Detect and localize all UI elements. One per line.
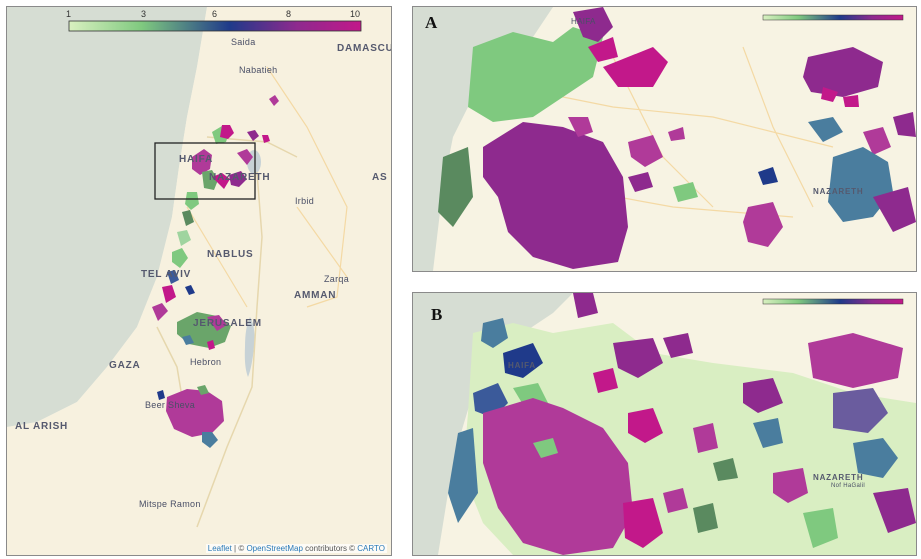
leaflet-link[interactable]: Leaflet: [207, 544, 232, 553]
city-label-gaza: GAZA: [109, 360, 141, 371]
city-label-nablus: NABLUS: [207, 249, 254, 260]
choropleth-regions: [152, 95, 279, 448]
legend-bar: [68, 20, 362, 32]
city-label-nazareth: NAZARETH: [209, 172, 271, 183]
panel-label-b: B: [431, 305, 443, 324]
choropleth-regions-b: [448, 293, 916, 555]
city-label-beer-sheva: Beer Sheva: [145, 400, 196, 410]
land-shade: [7, 7, 391, 555]
legend-tick-8: 8: [286, 9, 292, 19]
city-label-saida: Saida: [231, 37, 256, 47]
legend-bar-b: [762, 298, 904, 305]
sea-b: [413, 293, 573, 555]
city-label-nabatieh: Nabatieh: [239, 65, 278, 75]
inset-map-a-canvas: [413, 7, 916, 271]
panel-a-city-nazareth: NAZARETH: [813, 187, 864, 196]
legend-bar-a: [762, 14, 904, 21]
city-label-damascus: DAMASCU: [337, 43, 392, 54]
attribution-contrib: contributors ©: [302, 544, 358, 553]
sea-a: [413, 7, 553, 271]
panel-b-city-nazareth: NAZARETH: [813, 473, 864, 482]
inset-box: [154, 142, 256, 200]
city-label-haifa: HAIFA: [179, 154, 213, 165]
legend-tick-10: 10: [350, 9, 361, 19]
main-map-canvas: [7, 7, 391, 555]
choropleth-regions-a: [438, 7, 916, 269]
inset-map-b-canvas: [413, 293, 916, 555]
legend-tick-6: 6: [212, 9, 218, 19]
city-label-amman: AMMAN: [294, 290, 337, 301]
panel-b-city-nazareth-sub: Nof HaGalil: [831, 483, 865, 489]
inset-map-b[interactable]: B HAIFA NAZARETH Nof HaGalil: [412, 292, 917, 556]
city-label-irbid: Irbid: [295, 196, 315, 206]
map-attribution: Leaflet | © OpenStreetMap contributors ©…: [205, 544, 387, 553]
inset-map-a[interactable]: A NAZARETH HAIFA: [412, 6, 917, 272]
legend-tick-3: 3: [141, 9, 147, 19]
panel-a-city-haifa: HAIFA: [571, 17, 596, 26]
sea: [7, 7, 207, 427]
city-label-al-arish: AL ARISH: [15, 421, 69, 432]
attribution-sep: | ©: [231, 544, 247, 553]
roads: [186, 66, 348, 308]
dead-sea: [244, 317, 255, 377]
city-label-jerusalem: JERUSALEM: [193, 318, 262, 329]
city-label-as: AS: [372, 172, 388, 183]
osm-link[interactable]: OpenStreetMap: [246, 544, 303, 553]
main-map[interactable]: 1 3 6 8 10 Saida DAMASCU Nabatieh HAIFA …: [6, 6, 392, 556]
city-label-tel-aviv: TEL AVIV: [141, 269, 192, 280]
city-label-zarqa: Zarqa: [324, 274, 350, 284]
legend-tick-1: 1: [66, 9, 72, 19]
panel-b-city-haifa: HAIFA: [508, 361, 536, 370]
carto-link[interactable]: CARTO: [357, 544, 385, 553]
panel-label-a: A: [425, 13, 438, 32]
city-label-hebron: Hebron: [190, 357, 222, 367]
city-label-mitspe-ramon: Mitspe Ramon: [139, 499, 201, 509]
